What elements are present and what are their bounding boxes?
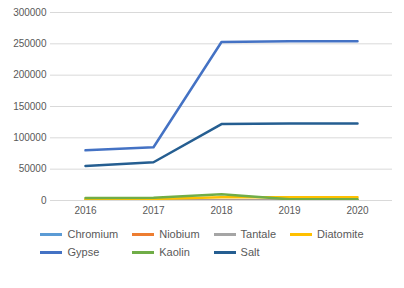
- html-text:Gypse: Gypse: [67, 246, 100, 258]
- html-text:Kaolin: Kaolin: [159, 246, 190, 258]
- svg-text:150000: 150000: [13, 101, 47, 112]
- svg-text:0: 0: [41, 195, 47, 206]
- html-text:Diatomite: Diatomite: [317, 228, 364, 240]
- svg-text:250000: 250000: [13, 38, 47, 49]
- svg-text:2016: 2016: [74, 205, 97, 216]
- html-text:Tantale: Tantale: [240, 228, 276, 240]
- svg-text:2017: 2017: [142, 205, 165, 216]
- svg-text:200000: 200000: [13, 69, 47, 80]
- html-text:Salt: Salt: [240, 246, 260, 258]
- svg-text:2018: 2018: [210, 205, 233, 216]
- svg-text:100000: 100000: [13, 132, 47, 143]
- svg-text:2019: 2019: [278, 205, 301, 216]
- svg-text:50000: 50000: [19, 163, 47, 174]
- html-text:Chromium: Chromium: [67, 228, 119, 240]
- svg-text:300000: 300000: [13, 7, 47, 18]
- svg-text:2020: 2020: [346, 205, 369, 216]
- html-text:Niobium: Niobium: [159, 228, 200, 240]
